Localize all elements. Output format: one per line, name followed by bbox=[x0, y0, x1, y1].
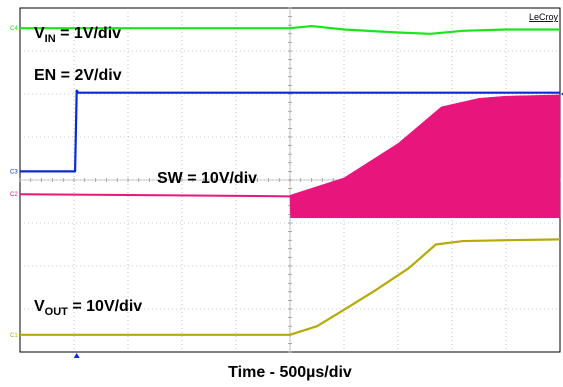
trace-C3 bbox=[20, 89, 560, 173]
channel-marker: C4 bbox=[10, 26, 18, 32]
trace-sw-flat bbox=[19, 193, 291, 198]
x-axis-label: Time - 500µs/div bbox=[228, 364, 352, 381]
channel-marker: C1 bbox=[10, 333, 18, 339]
trace-sw-envelope bbox=[289, 94, 561, 219]
en-label: EN = 2V/div bbox=[34, 67, 122, 84]
channel-marker: C2 bbox=[10, 192, 18, 198]
channel-marker: C3 bbox=[10, 169, 18, 175]
brand-label: LeCroy bbox=[529, 12, 559, 22]
trace-C4 bbox=[20, 24, 560, 35]
trigger-position-marker bbox=[73, 353, 80, 358]
traces: C4 C3 C2 C1 bbox=[10, 24, 563, 358]
sw-label: SW = 10V/div bbox=[157, 170, 257, 187]
trace-C1 bbox=[20, 238, 561, 336]
vin-label: VIN = 1V/div bbox=[34, 25, 121, 45]
vout-label: VOUT = 10V/div bbox=[34, 298, 142, 318]
